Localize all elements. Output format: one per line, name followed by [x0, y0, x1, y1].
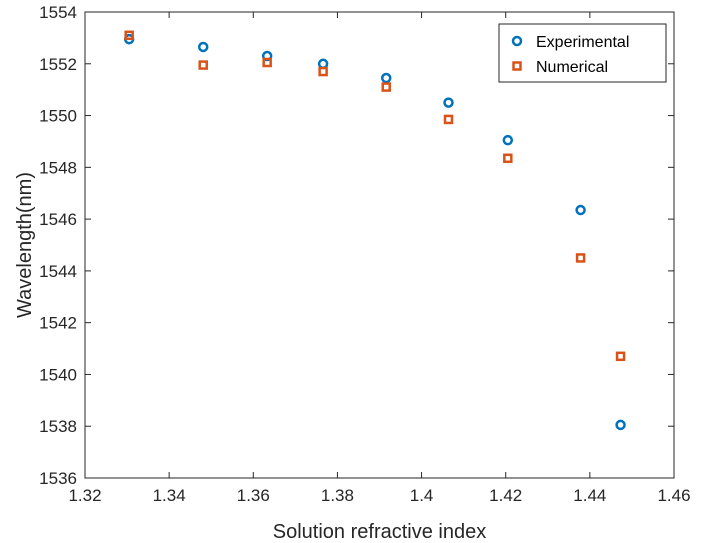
legend-box	[498, 23, 667, 83]
point-experimental-7	[575, 204, 586, 216]
y-tick-label: 1544	[39, 262, 77, 281]
legend: Experimental Numerical	[498, 23, 667, 83]
x-tick-label: 1.46	[657, 486, 690, 505]
x-tick-label: 1.44	[573, 486, 606, 505]
x-axis-label: Solution refractive index	[273, 521, 486, 543]
y-tick-label: 1546	[39, 210, 77, 229]
y-tick-label: 1550	[39, 107, 77, 126]
y-tick-label: 1542	[39, 314, 77, 333]
point-numerical-1	[198, 60, 208, 70]
point-numerical-8	[615, 351, 626, 362]
point-numerical-3	[318, 66, 328, 77]
y-axis-label: Wavelength(nm)	[14, 172, 36, 318]
plot-frame	[84, 11, 675, 479]
y-tick-label: 1536	[39, 469, 77, 488]
point-numerical-2	[262, 57, 272, 68]
y-tick-label: 1552	[39, 55, 77, 74]
x-tick-label: 1.42	[489, 486, 522, 505]
data-marks	[123, 30, 626, 431]
point-experimental-4	[380, 72, 392, 84]
point-numerical-5	[443, 114, 454, 125]
legend-marker-numerical	[512, 61, 522, 71]
y-tick-label: 1554	[39, 3, 77, 22]
x-axis: 1.32 1.34 1.36 1.38 1.4 1.42 1.44 1.46	[68, 12, 691, 505]
point-numerical-4	[381, 82, 391, 92]
point-numerical-0	[124, 30, 134, 41]
y-tick-label: 1538	[39, 417, 77, 436]
y-tick-label: 1540	[39, 365, 77, 384]
point-numerical-6	[503, 153, 513, 164]
x-tick-label: 1.38	[321, 486, 354, 505]
point-experimental-5	[443, 97, 454, 108]
legend-entry-numerical: Numerical	[536, 59, 608, 76]
legend-entry-experimental: Experimental	[536, 34, 629, 51]
point-numerical-7	[575, 253, 586, 263]
x-tick-label: 1.32	[68, 486, 101, 505]
legend-marker-experimental	[511, 35, 523, 47]
point-experimental-3	[317, 58, 329, 70]
x-tick-label: 1.36	[237, 486, 270, 505]
y-tick-label: 1548	[39, 158, 77, 177]
point-experimental-6	[502, 134, 514, 146]
point-experimental-8	[615, 419, 626, 431]
x-tick-label: 1.4	[410, 486, 434, 505]
y-axis: 1536 1538 1540 1542 1544 1546 1548 1550 1552 1554	[39, 3, 674, 488]
point-experimental-1	[197, 41, 209, 53]
x-tick-label: 1.34	[153, 486, 186, 505]
